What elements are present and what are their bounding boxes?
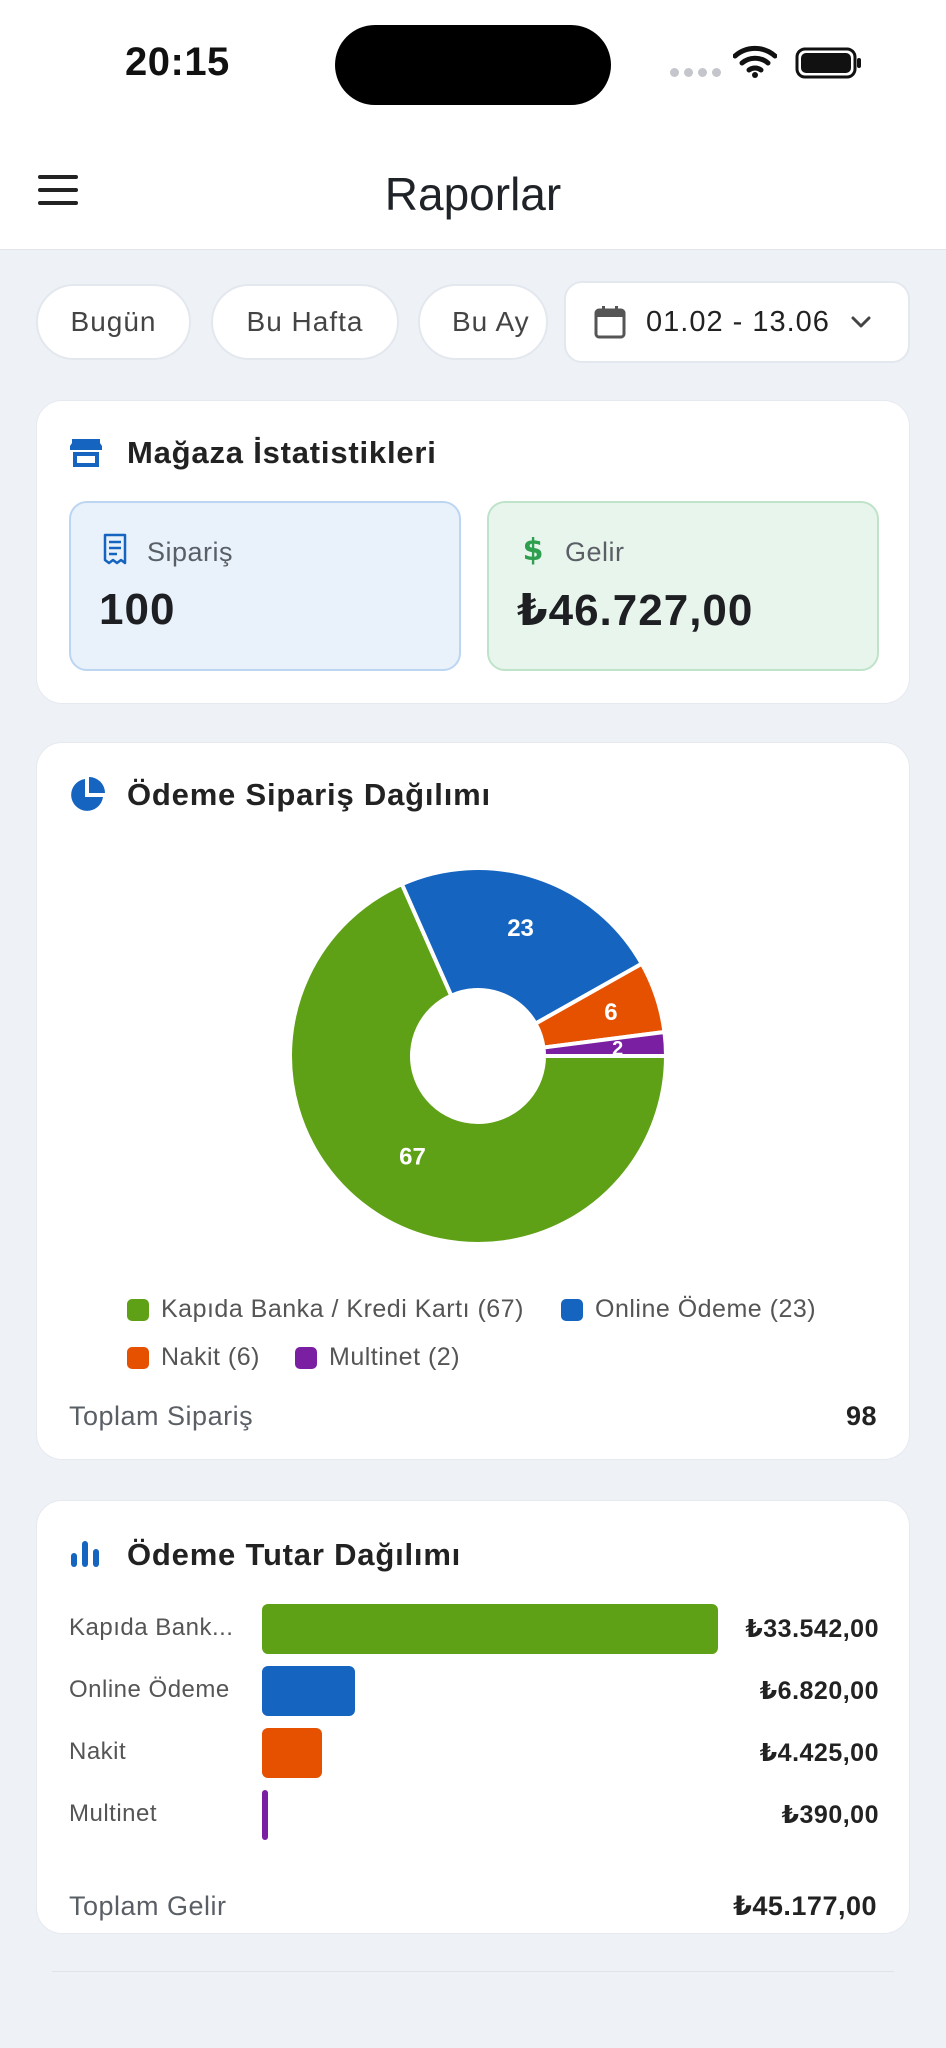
page-title: Raporlar [384,168,562,220]
bar-category-label: Online Ödeme [69,1676,230,1703]
filter-today-chip[interactable]: Bugün [36,284,191,360]
legend-label: Kapıda Banka / Kredi Kartı (67) [161,1295,524,1323]
legend-swatch [127,1346,149,1369]
chevron-down-icon [851,316,871,328]
donut-slice [288,881,669,1246]
donut-slice-label: 2 [612,1038,623,1060]
bar-row: Multinet ₺390,00 [69,1790,879,1840]
legend-swatch [295,1346,317,1369]
date-range-text: 01.02 - 13.06 [646,305,830,338]
legend-label: Multinet (2) [329,1343,461,1371]
donut-slice [399,866,645,1027]
total-revenue-row: Toplam Gelir ₺45.177,00 [69,1891,877,1922]
bar-value-label: ₺6.820,00 [759,1677,879,1705]
legend-label: Nakit (6) [161,1343,260,1371]
revenue-value: ₺46.727,00 [517,586,754,635]
payment-amounts-card: Ödeme Tutar Dağılımı Kapıda Bank... ₺33.5… [36,1500,910,1934]
total-orders-row: Toplam Sipariş 98 [69,1401,877,1432]
pie-chart-icon [71,777,105,811]
bar-value-label: ₺390,00 [781,1801,879,1829]
total-revenue-label: Toplam Gelir [69,1891,227,1921]
calendar-icon [594,306,626,339]
donut-slice-label: 6 [604,999,617,1026]
payment-orders-donut-chart: 67 23 6 2 [288,866,669,1246]
filter-month-chip[interactable]: Bu Ay [418,284,548,360]
donut-slice [541,1029,669,1058]
svg-text:$: $ [523,533,544,565]
total-orders-value: 98 [845,1401,877,1431]
bar-row: Kapıda Bank... ₺33.542,00 [69,1604,879,1654]
legend-item-cash: Nakit (6) [127,1343,260,1372]
menu-icon[interactable] [38,175,86,211]
orders-value: 100 [99,585,176,634]
divider [52,1971,894,1972]
bar-value-label: ₺33.542,00 [745,1615,879,1643]
legend-label: Online Ödeme (23) [595,1295,817,1323]
orders-label: Sipariş [147,537,234,567]
revenue-label: Gelir [565,537,625,567]
receipt-icon [103,533,127,565]
legend-item-multinet: Multinet (2) [295,1343,460,1372]
store-icon [70,439,102,467]
status-time: 20:15 [125,40,230,84]
bar [262,1790,268,1840]
store-stats-card: Mağaza İstatistikleri Sipariş 100 $ Geli… [36,400,910,704]
orders-stat-box: Sipariş 100 [69,501,461,671]
bar-row: Nakit ₺4.425,00 [69,1728,879,1778]
payment-orders-title: Ödeme Sipariş Dağılımı [127,777,491,812]
dollar-icon: $ [523,533,544,565]
legend-swatch [127,1298,149,1321]
donut-slice-label: 23 [507,915,534,942]
bar-value-label: ₺4.425,00 [759,1739,879,1767]
donut-slice-label: 67 [399,1144,426,1171]
bar-category-label: Nakit [69,1738,127,1765]
date-range-picker[interactable]: 01.02 - 13.06 [564,281,910,363]
filter-week-chip[interactable]: Bu Hafta [211,284,399,360]
bar [262,1666,355,1716]
payment-amounts-title: Ödeme Tutar Dağılımı [127,1537,462,1572]
legend-item-card-on-delivery: Kapıda Banka / Kredi Kartı (67) [127,1295,524,1324]
bar-row: Online Ödeme ₺6.820,00 [69,1666,879,1716]
status-bar: 20:15 [0,0,946,125]
legend-swatch [561,1298,583,1321]
legend-item-online-payment: Online Ödeme (23) [561,1295,816,1324]
bar [262,1604,718,1654]
bar [262,1728,323,1778]
bar-category-label: Kapıda Bank... [69,1614,234,1641]
cellular-signal-icon [670,68,721,77]
bar-category-label: Multinet [69,1800,158,1827]
app-header: Raporlar [0,125,946,250]
battery-icon [795,47,861,79]
total-orders-label: Toplam Sipariş [69,1401,254,1431]
total-revenue-value: ₺45.177,00 [733,1891,877,1921]
store-stats-title: Mağaza İstatistikleri [127,435,437,470]
wifi-icon [733,45,777,78]
payment-orders-card: Ödeme Sipariş Dağılımı 67 23 6 2 Kapıda Ban… [36,742,910,1460]
bar-chart-icon [71,1541,99,1567]
revenue-stat-box: $ Gelir ₺46.727,00 [487,501,879,671]
dynamic-island [335,25,611,105]
